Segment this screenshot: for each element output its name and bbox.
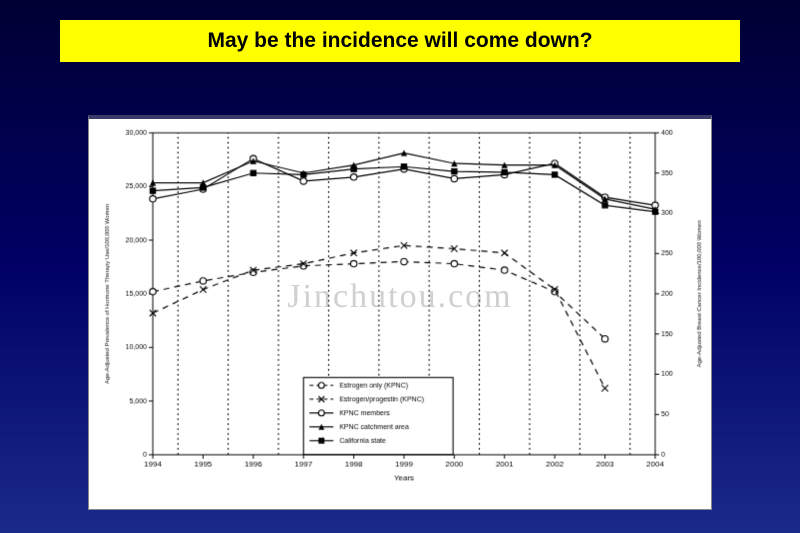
slide-title: May be the incidence will come down? — [207, 29, 592, 53]
incidence-chart-canvas — [89, 119, 711, 509]
title-bar: May be the incidence will come down? — [60, 20, 740, 62]
chart-container — [88, 115, 712, 510]
